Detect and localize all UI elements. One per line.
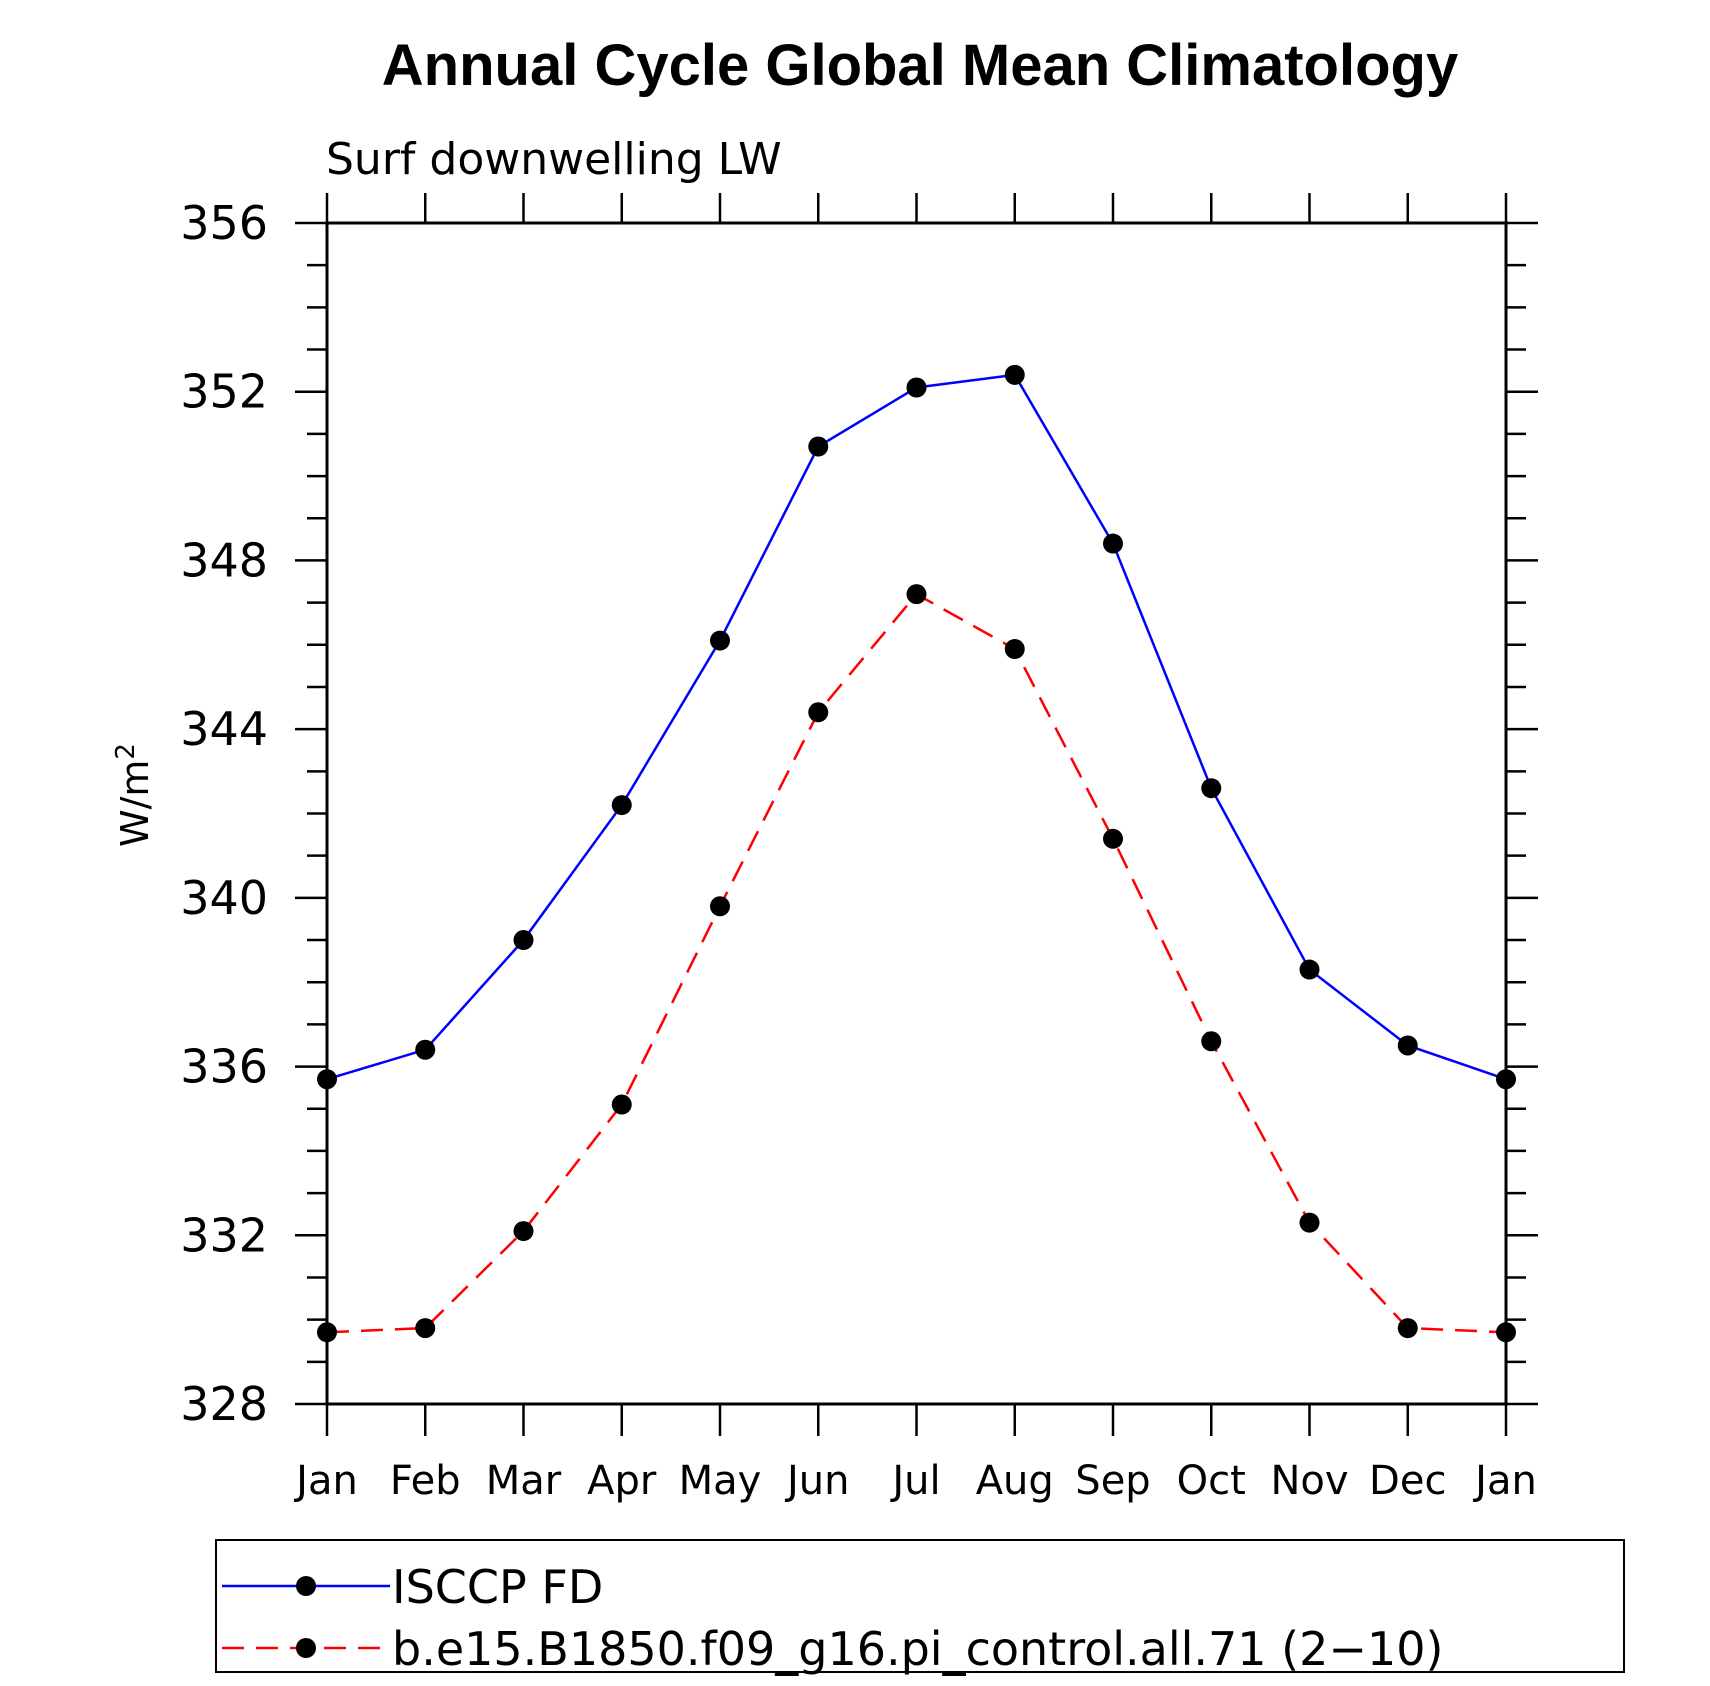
y-tick-label: 348: [180, 533, 268, 587]
data-point: [1004, 639, 1025, 660]
x-tick-label: Jul: [889, 1458, 940, 1504]
x-tick-label: Mar: [486, 1458, 562, 1504]
legend-marker: [296, 1576, 316, 1596]
y-tick-label: 356: [180, 196, 268, 250]
data-point: [1496, 1069, 1516, 1090]
data-point: [1201, 1031, 1222, 1052]
svg-text:W/m2: W/m2: [111, 743, 157, 847]
x-tick-label: Sep: [1075, 1458, 1150, 1504]
chart-subtitle: Surf downwelling LW: [326, 134, 782, 185]
x-tick-label: Oct: [1177, 1458, 1246, 1504]
y-tick-labels: 328 332 336 340 344 348 352 356: [180, 196, 268, 1431]
x-tick-label: Jan: [293, 1458, 358, 1504]
data-point: [1103, 828, 1123, 849]
x-tick-label: Jan: [1472, 1458, 1537, 1504]
data-point: [710, 896, 730, 917]
chart-title: Annual Cycle Global Mean Climatology: [382, 33, 1458, 98]
data-point: [1103, 533, 1123, 554]
data-point: [1201, 778, 1222, 799]
legend-label: ISCCP FD: [392, 1560, 603, 1614]
data-point: [415, 1039, 436, 1060]
y-tick-label: 332: [180, 1208, 268, 1262]
y-axis-label-superscript: 2: [111, 743, 141, 760]
x-tick-label: May: [679, 1458, 762, 1504]
legend-box: [215, 1539, 1625, 1673]
series-layer: [317, 364, 1516, 1343]
series-line: [326, 373, 1507, 1081]
data-point: [513, 930, 534, 951]
data-point: [808, 702, 829, 723]
data-point: [906, 584, 927, 605]
x-tick-label: Apr: [587, 1458, 657, 1504]
legend-label: b.e15.B1850.f09_g16.pi_control.all.71 (2…: [392, 1622, 1443, 1676]
data-point: [1299, 1212, 1320, 1233]
data-point: [513, 1221, 534, 1242]
x-tick-label: Feb: [390, 1458, 461, 1504]
x-tick-label: Jun: [784, 1458, 850, 1504]
data-point: [808, 436, 829, 457]
legend: ISCCP FD b.e15.B1850.f09_g16.pi_control.a…: [215, 1539, 1625, 1676]
y-tick-label: 340: [180, 871, 268, 925]
y-axis-label: W/m2: [111, 743, 157, 847]
x-tick-label: Aug: [976, 1458, 1054, 1504]
x-tick-label: Dec: [1369, 1458, 1446, 1504]
data-point: [611, 1094, 632, 1115]
plot-frame: [325, 221, 1508, 1406]
data-point: [906, 377, 927, 398]
data-point: [317, 1322, 337, 1343]
y-tick-label: 352: [180, 365, 268, 419]
data-point: [1397, 1035, 1418, 1056]
data-point: [710, 630, 730, 651]
data-point: [1299, 959, 1320, 980]
data-point: [1004, 364, 1025, 385]
legend-marker: [296, 1638, 316, 1658]
x-tick-labels: Jan Feb Mar Apr May Jun Jul Aug Sep Oct Nov Dec Jan: [293, 1458, 1537, 1504]
series-1: [317, 364, 1516, 1090]
y-axis-label-text: W/m: [113, 760, 157, 847]
y-tick-label: 344: [180, 702, 268, 756]
data-point: [611, 795, 632, 816]
data-point: [1496, 1322, 1516, 1343]
data-point: [1397, 1318, 1418, 1339]
x-tick-label: Nov: [1270, 1458, 1348, 1504]
data-point: [415, 1318, 436, 1339]
data-point: [317, 1069, 337, 1090]
y-tick-label: 336: [180, 1040, 268, 1094]
series-2: [317, 584, 1516, 1343]
y-tick-label: 328: [180, 1377, 268, 1431]
plot-axes: [295, 193, 1538, 1436]
